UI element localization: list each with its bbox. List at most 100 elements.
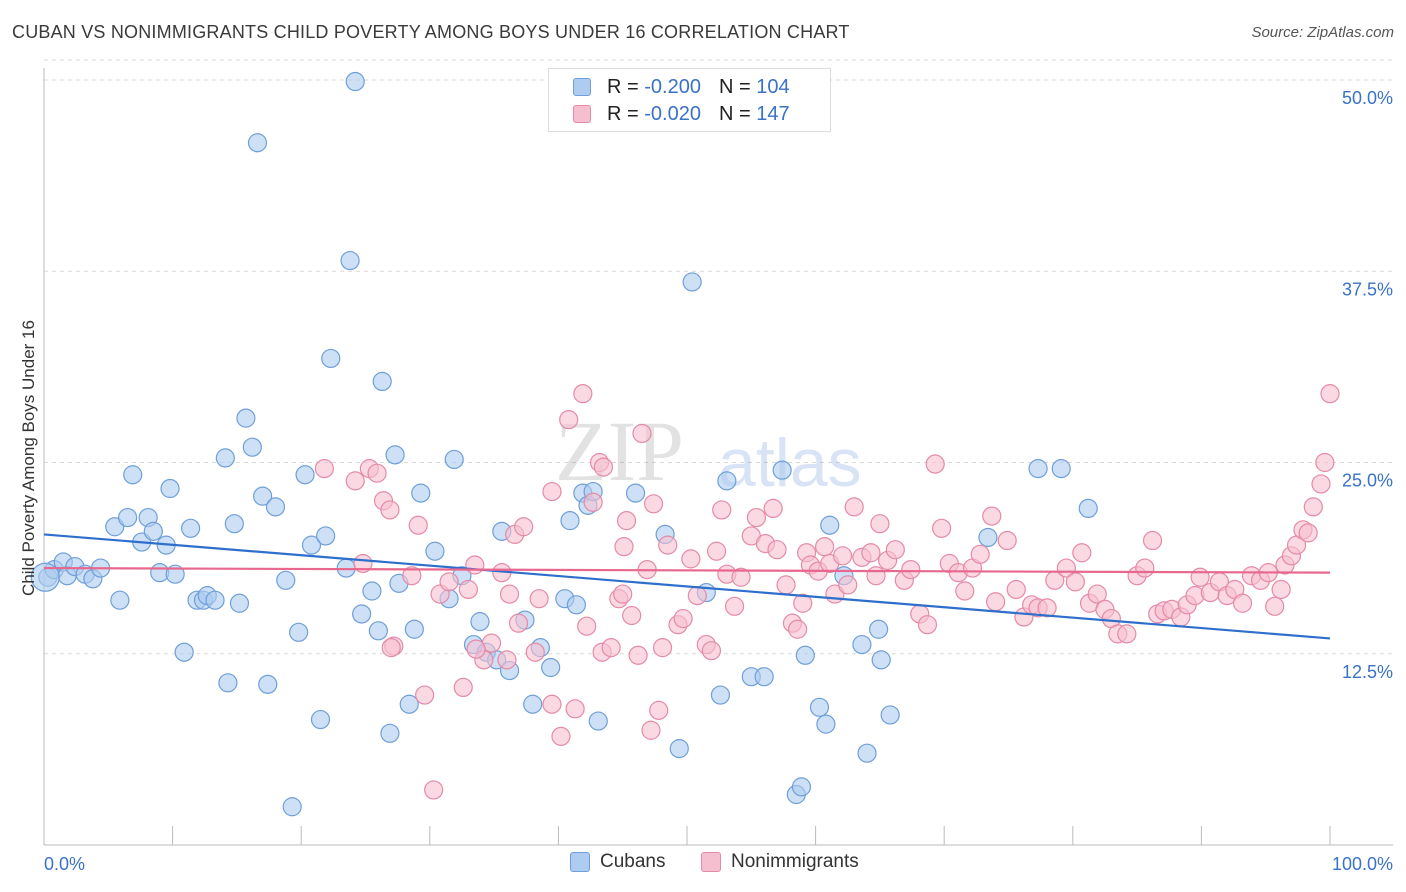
cubans-point (181, 518, 201, 538)
cubans-point (165, 564, 185, 584)
nonimmigrants-point (529, 589, 549, 609)
nonimmigrants-point (658, 535, 678, 555)
legend-label: Nonimmigrants (731, 851, 859, 872)
cubans-point (362, 581, 382, 601)
cubans-point (247, 133, 268, 153)
nonimmigrants-point (424, 780, 444, 800)
nonimmigrants-point (632, 423, 652, 444)
cubans-point (978, 527, 998, 548)
nonimmigrants-point (1303, 497, 1323, 517)
source-credit: Source: ZipAtlas.com (1251, 24, 1394, 41)
nonimmigrants-point (1185, 586, 1205, 606)
cubans-points (30, 71, 1098, 817)
legend-label: Cubans (600, 851, 666, 872)
nonimmigrants-point (746, 507, 767, 528)
axes (43, 68, 1393, 846)
cubans-point (301, 535, 322, 555)
nonimmigrants-point (681, 549, 701, 569)
nonimmigrants-point (870, 514, 890, 534)
cubans-point (224, 514, 244, 534)
cubans-point (368, 621, 388, 641)
nonimmigrants-point (614, 537, 634, 557)
cubans-point (754, 667, 774, 687)
y-tick-label: 37.5% (1342, 279, 1393, 299)
stats-legend: R = -0.200 N = 104 R = -0.020 N = 147 (548, 68, 831, 132)
nonimmigrants-point (1190, 567, 1210, 587)
nonimmigrants-point (838, 575, 858, 595)
nonimmigrants-point (652, 638, 673, 658)
cubans-point (236, 408, 256, 428)
nonimmigrants-trend-line (43, 566, 1331, 574)
cubans-point (321, 348, 341, 369)
nonimmigrants-point (525, 642, 545, 662)
nonimmigrants-point (970, 544, 990, 564)
nonimmigrants-point (885, 540, 905, 560)
nonimmigrants-point (514, 517, 534, 537)
cubans-point (682, 272, 702, 292)
cubans-point (588, 711, 608, 731)
nonimmigrants-point (439, 572, 459, 592)
chart-title: CUBAN VS NONIMMIGRANTS CHILD POVERTY AMO… (12, 22, 850, 42)
nonimmigrants-point (1087, 584, 1107, 604)
nonimmigrants-point (787, 619, 808, 639)
nonimmigrants-point (724, 596, 745, 616)
cubans-point (541, 657, 561, 678)
cubans-point (795, 645, 815, 665)
nonimmigrants-point (583, 492, 603, 512)
cubans-point (820, 515, 840, 535)
cubans-point (385, 445, 405, 465)
cubans-point (669, 739, 689, 759)
cubans-point (399, 694, 419, 714)
legend-item-nonimmigrants: Nonimmigrants (701, 851, 859, 873)
nonimmigrants-point (1311, 474, 1331, 494)
legend-row-cubans: R = -0.200 N = 104 (573, 75, 790, 99)
cubans-point (566, 595, 587, 615)
n-label: N = (718, 102, 751, 125)
cubans-point (470, 612, 490, 632)
nonimmigrants-point (955, 581, 975, 601)
nonimmigrants-point (573, 384, 593, 404)
y-tick-label: 50.0% (1342, 88, 1393, 108)
cubans-point (316, 526, 336, 546)
nonimmigrants-point (466, 639, 486, 659)
nonimmigrants-point (643, 494, 664, 514)
nonimmigrants-point (402, 566, 422, 586)
trend-lines (43, 533, 1331, 640)
nonimmigrants-point (641, 720, 661, 740)
nonimmigrants-point (622, 605, 642, 626)
nonimmigrants-point (601, 638, 621, 658)
nonimmigrants-point (381, 638, 401, 658)
cubans-point (123, 465, 143, 485)
nonimmigrants-point (551, 726, 571, 746)
cubans-point (1051, 459, 1071, 479)
nonimmigrants-point (465, 555, 485, 575)
cubans-point (160, 478, 180, 499)
x-tick-label: 100.0% (1332, 854, 1393, 874)
nonimmigrants-point (1065, 572, 1085, 592)
cubans-point (310, 709, 331, 730)
watermark-atlas: atlas (718, 425, 862, 501)
cubans-point (289, 622, 309, 642)
nonimmigrants-point (793, 593, 813, 613)
nonimmigrants-swatch (573, 105, 591, 123)
cubans-legend-swatch (570, 852, 590, 872)
cubans-point (218, 673, 238, 693)
nonimmigrants-point (1037, 598, 1057, 618)
nonimmigrants-point (458, 579, 478, 600)
nonimmigrants-point (380, 500, 400, 520)
r-label: R = (607, 75, 639, 98)
nonimmigrants-legend-swatch (701, 852, 721, 872)
cubans-point (242, 437, 262, 457)
n-value: 104 (756, 75, 790, 98)
nonimmigrants-point (628, 645, 648, 665)
cubans-point (345, 71, 365, 92)
nonimmigrants-point (763, 498, 783, 518)
nonimmigrants-point (844, 497, 864, 517)
r-label: R = (607, 102, 639, 125)
nonimmigrants-point (577, 616, 597, 636)
nonimmigrants-point (1315, 452, 1335, 473)
nonimmigrants-point (499, 584, 520, 604)
nonimmigrants-point (815, 537, 835, 557)
nonimmigrants-point (986, 592, 1006, 612)
